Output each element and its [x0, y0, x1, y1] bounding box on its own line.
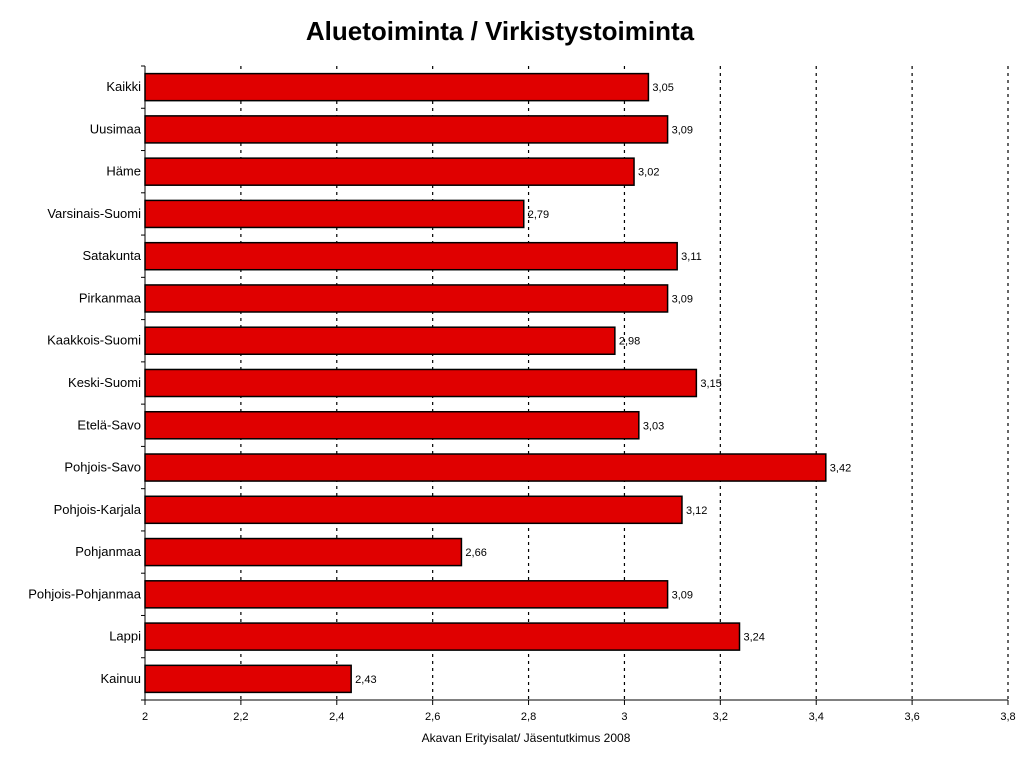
bars	[144, 72, 827, 694]
x-tick-label: 2,2	[233, 711, 248, 723]
data-label: 3,42	[830, 463, 851, 475]
chart-title: Aluetoiminta / Virkistystoiminta	[306, 16, 695, 46]
category-label: Keski-Suomi	[68, 375, 141, 390]
data-label: 2,79	[528, 209, 549, 221]
bar	[144, 453, 827, 482]
x-tick-label: 3,2	[713, 711, 728, 723]
category-label: Pohjois-Pohjanmaa	[28, 586, 142, 601]
labels: 2 2,2 2,4 2,6 2,8 3 3,2 3,4 3,6 3,8 Kaikki 3,05 Uusi…	[28, 79, 1015, 723]
category-label: Etelä-Savo	[77, 417, 141, 432]
data-label: 2,43	[355, 674, 376, 686]
data-label: 3,24	[744, 632, 765, 644]
bar	[144, 537, 463, 567]
x-tick-label: 3,6	[904, 711, 919, 723]
category-label: Varsinais-Suomi	[47, 206, 141, 221]
bar	[144, 368, 698, 398]
data-label: 3,09	[672, 589, 693, 601]
x-tick-label: 2,6	[425, 711, 440, 723]
category-label: Uusimaa	[90, 121, 142, 136]
category-label: Kaakkois-Suomi	[47, 333, 141, 348]
data-label: 3,09	[672, 293, 693, 305]
data-label: 2,98	[619, 336, 640, 348]
data-label: 3,15	[700, 378, 721, 390]
x-tick-label: 3	[621, 711, 627, 723]
bar	[144, 157, 635, 186]
x-tick-label: 2,8	[521, 711, 536, 723]
bar	[144, 410, 640, 440]
category-label: Lappi	[109, 629, 141, 644]
category-label: Satakunta	[82, 248, 141, 263]
bar	[144, 241, 678, 271]
category-label: Häme	[106, 164, 141, 179]
bar	[144, 664, 352, 694]
x-tick-label: 3,4	[809, 711, 824, 723]
bar	[144, 495, 683, 525]
bar	[144, 199, 525, 229]
data-label: 3,11	[681, 251, 702, 263]
x-axis-title: Akavan Erityisalat/ Jäsentutkimus 2008	[422, 731, 631, 745]
bar	[144, 115, 669, 144]
data-label: 3,02	[638, 167, 659, 179]
bar	[144, 326, 616, 356]
data-label: 3,03	[643, 420, 664, 432]
category-label: Kainuu	[101, 671, 141, 686]
data-label: 2,66	[465, 547, 486, 559]
data-label: 3,12	[686, 505, 707, 517]
bar	[144, 284, 669, 313]
data-label: 3,05	[652, 82, 673, 94]
category-label: Pirkanmaa	[79, 290, 142, 305]
x-tick-label: 2	[142, 711, 148, 723]
bar	[144, 580, 669, 609]
category-label: Pohjanmaa	[75, 544, 142, 559]
category-label: Pohjois-Karjala	[54, 502, 142, 517]
bar	[144, 72, 650, 102]
axes	[141, 65, 1009, 705]
data-label: 3,09	[672, 124, 693, 136]
category-label: Kaikki	[106, 79, 141, 94]
bar	[144, 622, 741, 651]
category-label: Pohjois-Savo	[64, 460, 141, 475]
x-tick-label: 3,8	[1000, 711, 1015, 723]
x-tick-label: 2,4	[329, 711, 344, 723]
